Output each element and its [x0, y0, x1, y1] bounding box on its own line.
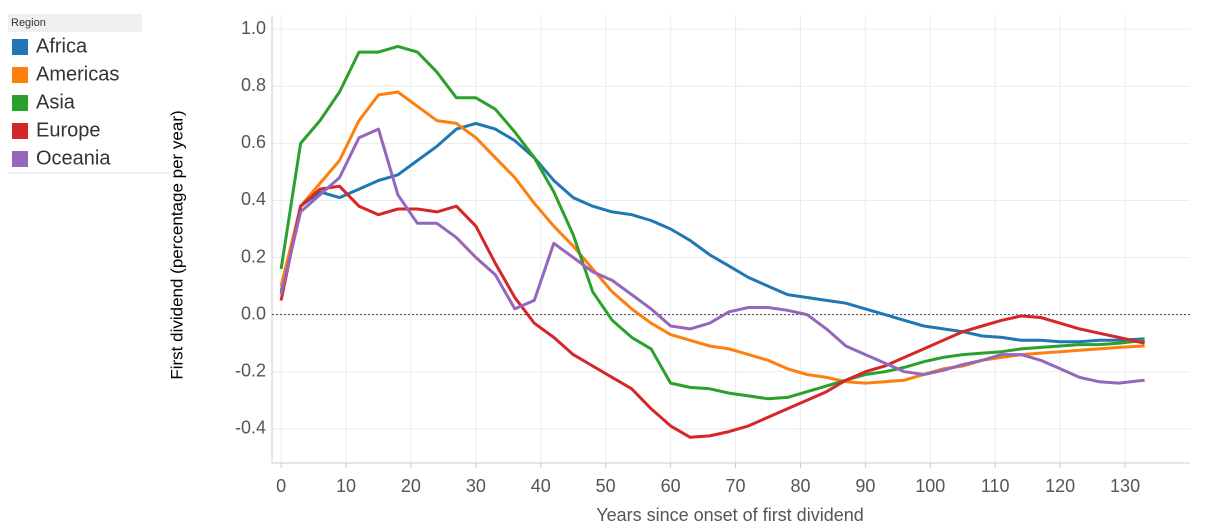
series-line [279, 127, 1145, 385]
x-tick-label: 70 [726, 476, 746, 496]
x-tick-label: 110 [981, 476, 1010, 496]
legend-label: Europe [36, 119, 101, 141]
x-tick-label: 30 [466, 476, 486, 496]
x-tick-label: 40 [531, 476, 551, 496]
x-tick-label: 10 [336, 476, 356, 496]
legend-header [8, 14, 142, 32]
y-tick-label: 0.4 [241, 189, 266, 209]
y-tick-label: -0.2 [235, 360, 266, 380]
x-tick-label: 60 [661, 476, 681, 496]
y-tick-label: 1.0 [241, 18, 266, 38]
series-line [279, 121, 1145, 344]
legend-swatch [12, 151, 28, 167]
x-tick-label: 130 [1110, 476, 1140, 496]
x-axis-label: Years since onset of first dividend [596, 505, 864, 525]
series-line [279, 44, 1145, 401]
y-tick-label: 0.8 [241, 75, 266, 95]
legend-swatch [12, 95, 28, 111]
y-axis-label: First dividend (percentage per year) [167, 110, 186, 379]
legend-label: Oceania [36, 147, 111, 169]
y-tick-label: -0.4 [235, 418, 266, 438]
legend-label: Africa [36, 35, 88, 57]
x-tick-label: 120 [1045, 476, 1075, 496]
x-tick-label: 80 [790, 476, 810, 496]
series-line [279, 184, 1145, 439]
x-tick-label: 20 [401, 476, 421, 496]
x-tick-label: 90 [855, 476, 875, 496]
legend-label: Asia [36, 91, 76, 113]
y-tick-label: 0.0 [241, 303, 266, 323]
legend-swatch [12, 67, 28, 83]
x-tick-label: 100 [915, 476, 945, 496]
legend-label: Americas [36, 63, 119, 85]
x-tick-label: 0 [276, 476, 286, 496]
legend-title: Region [11, 17, 46, 29]
y-tick-label: 0.6 [241, 132, 266, 152]
series-line [279, 90, 1145, 385]
x-tick-label: 50 [596, 476, 616, 496]
y-tick-label: 0.2 [241, 246, 266, 266]
legend-swatch [12, 39, 28, 55]
legend-swatch [12, 123, 28, 139]
